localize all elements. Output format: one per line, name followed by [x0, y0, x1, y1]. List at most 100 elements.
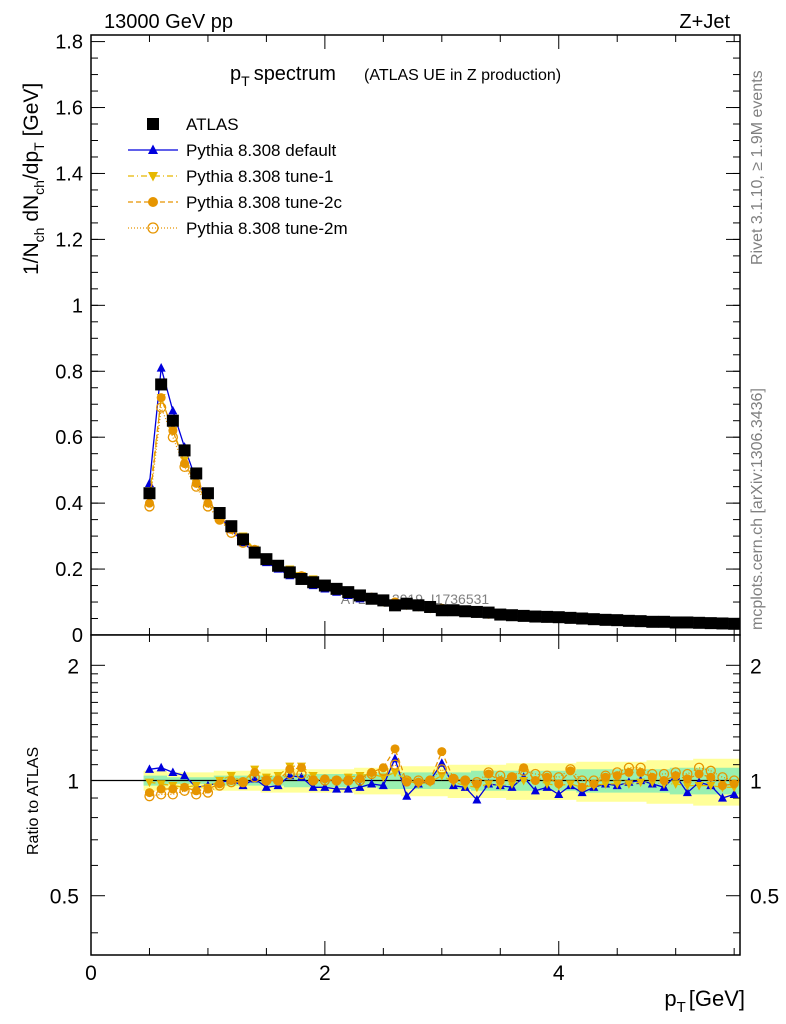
main-point-atlas [587, 613, 600, 626]
ratio-point-tune2m [144, 791, 155, 802]
ratio-point-default [729, 789, 739, 798]
ratio-point-tune2m [237, 777, 249, 788]
ratio-point-tune2m [191, 789, 202, 800]
ratio-point-tune2m [249, 772, 260, 783]
ratio-point-tune2m [729, 775, 740, 786]
ratio-point-tune2m [600, 770, 611, 781]
ratio-point-default [717, 793, 727, 802]
ratio-point-tune2c [261, 776, 271, 786]
main-point-atlas [657, 615, 670, 628]
ratio-point-tune2c [390, 744, 400, 754]
legend-label-tune2c: Pythia 8.308 tune-2c [186, 193, 342, 212]
ratio-point-default [180, 770, 190, 780]
ratio-point-tune1 [706, 781, 716, 791]
ratio-y-tick-labels: 0.5 1 2 [50, 655, 79, 908]
main-y-tick-label: 0.2 [55, 559, 83, 581]
ratio-point-tune2m [436, 764, 447, 775]
main-point-atlas [716, 617, 729, 630]
main-point-tune2m [191, 481, 202, 492]
ratio-point-default [261, 782, 271, 791]
main-point-tune2m [179, 461, 190, 473]
ylab-d: [GeV] [20, 83, 43, 143]
ratio-point-tune2c [203, 784, 213, 794]
main-point-atlas [529, 610, 542, 623]
ratio-point-tune2m [226, 777, 237, 788]
main-point-atlas [622, 614, 635, 627]
main-point-atlas [435, 604, 448, 617]
ratio-point-tune2c [156, 784, 166, 794]
main-y-tick-label: 0.8 [55, 361, 83, 383]
ratio-point-tune2m [471, 777, 483, 788]
ratio-point-tune1 [390, 768, 400, 778]
main-point-atlas [330, 582, 343, 595]
main-y-tick-label: 1.6 [55, 98, 83, 120]
main-point-atlas [295, 572, 308, 585]
ratio-point-tune2c [238, 777, 248, 787]
ratio-point-default [378, 780, 388, 790]
ratio-point-tune2m [366, 768, 377, 780]
ratio-point-tune2c [180, 782, 190, 792]
legend-marker-tune2c [148, 197, 158, 207]
legend-label-atlas: ATLAS [186, 115, 239, 134]
ratio-point-tune1 [601, 780, 611, 789]
main-y-tick-label: 0.4 [55, 493, 83, 515]
ratio-point-tune1 [191, 781, 201, 791]
main-point-atlas [669, 616, 682, 629]
ratio-point-tune1 [542, 780, 552, 789]
ratio-point-tune2m [670, 767, 681, 778]
ratio-point-tune2c [507, 772, 517, 782]
main-point-atlas [470, 605, 483, 618]
ratio-panel: 0.5 1 2 0.5 1 2 Ratio to ATLAS 0 2 4 pT [GeV] [25, 634, 779, 1016]
ratio-point-tune2m [518, 765, 529, 776]
ratio-point-tune2m [705, 765, 716, 776]
ratio-point-tune2m [483, 767, 494, 778]
ratio-y-tick-label-right: 1 [750, 771, 762, 794]
ratio-point-tune2c [460, 776, 470, 786]
ratio-point-tune2m [658, 768, 670, 780]
main-point-atlas [424, 600, 437, 613]
ratio-point-default [554, 789, 564, 798]
main-point-atlas [505, 609, 518, 622]
main-axis-ticks [90, 35, 740, 636]
ratio-point-tune2m [541, 770, 553, 781]
main-plot-area [91, 35, 740, 635]
ratio-point-tune2m [553, 772, 564, 783]
main-point-atlas [459, 605, 472, 618]
main-point-tune2c [203, 498, 213, 508]
ratio-point-tune1 [682, 781, 692, 791]
x-tick-label: 0 [85, 962, 97, 985]
ratio-y-tick-label-right: 0.5 [750, 886, 779, 909]
ratio-point-default [472, 794, 482, 804]
ratio-point-tune2m [378, 765, 389, 776]
main-point-atlas [377, 594, 390, 607]
main-y-tick-label: 0 [72, 625, 83, 647]
ratio-point-default [308, 782, 318, 791]
ratio-y-tick-label: 0.5 [50, 886, 79, 909]
ratio-point-tune2m [717, 772, 728, 783]
ratio-point-default [355, 782, 365, 791]
title-p: p [230, 63, 241, 85]
ratio-point-tune2c [647, 772, 657, 782]
main-point-atlas [576, 612, 589, 625]
ratio-y-axis-label: Ratio to ATLAS [25, 747, 42, 855]
ratio-point-tune2m [296, 768, 307, 780]
main-point-atlas [213, 507, 226, 520]
main-point-atlas [318, 579, 331, 592]
ratio-point-tune1 [612, 780, 622, 789]
ratio-point-default [343, 784, 353, 793]
main-point-atlas [400, 597, 413, 610]
main-point-atlas [728, 617, 741, 630]
main-point-atlas [412, 599, 425, 612]
ratio-point-tune2m [389, 759, 401, 770]
ratio-point-tune2m [343, 775, 354, 786]
legend-label-tune2m: Pythia 8.308 tune-2m [186, 219, 348, 238]
main-point-atlas [307, 576, 320, 589]
ratio-axis-ticks [90, 635, 740, 955]
main-point-atlas [599, 613, 612, 626]
ratio-point-default [144, 764, 154, 773]
ratio-point-tune2m [272, 775, 284, 786]
title-sub-T: T [241, 73, 250, 89]
ratio-point-tune2m [261, 775, 272, 786]
ratio-point-default [296, 772, 306, 781]
